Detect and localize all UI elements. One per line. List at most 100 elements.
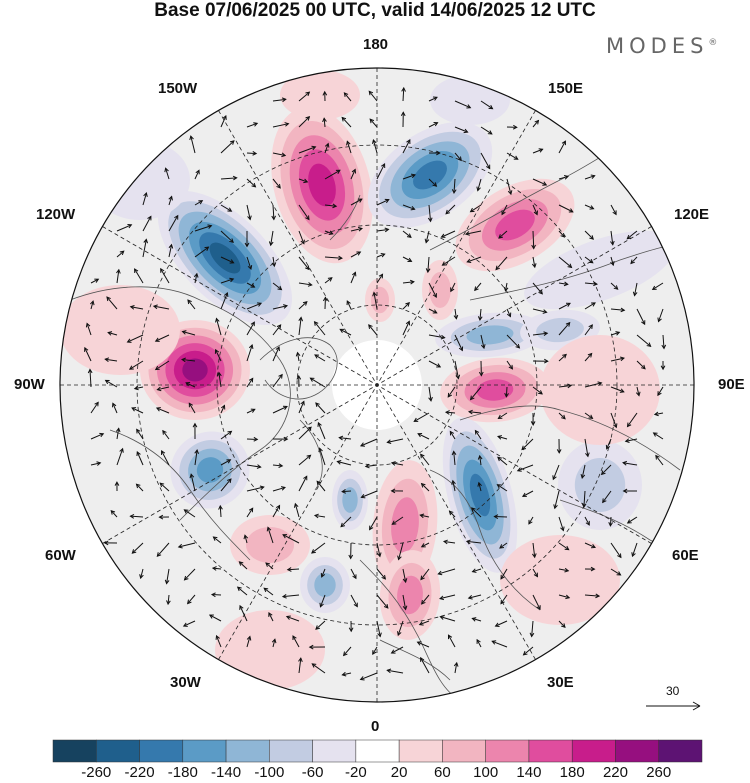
wind-arrow-shaft [220, 204, 232, 212]
wind-arrow [494, 620, 508, 627]
wind-arrow-head [177, 543, 183, 549]
wind-arrow [376, 253, 386, 258]
anomaly-contour [500, 535, 620, 625]
latitude-circle [296, 304, 458, 466]
wind-arrow-shaft [246, 507, 254, 518]
positive-anomaly [60, 285, 180, 375]
wind-arrow-head [154, 365, 160, 371]
wind-arrow-shaft [220, 230, 234, 243]
wind-arrow-head [268, 241, 274, 247]
wind-arrow-head [212, 536, 218, 541]
wind-arrow-shaft [583, 490, 586, 508]
wind-arrow-head [441, 261, 447, 266]
wind-arrow-head [134, 268, 139, 274]
wind-arrow [503, 282, 509, 292]
wind-arrow-shaft [220, 140, 235, 154]
positive-anomaly [372, 460, 438, 590]
wind-arrow-shaft [501, 204, 508, 215]
wind-arrow-shaft [215, 318, 222, 336]
wind-arrow [298, 657, 303, 674]
wind-arrow-shaft [558, 516, 564, 531]
wind-arrow-shaft [298, 282, 312, 286]
wind-arrow-shaft [272, 178, 281, 189]
wind-arrow [610, 568, 622, 576]
wind-arrow-head [183, 575, 189, 581]
wind-arrow-head [477, 454, 483, 460]
wind-arrow-shaft [558, 620, 566, 628]
wind-arrow-shaft [168, 196, 173, 206]
wind-arrow-shaft [294, 503, 300, 518]
wind-arrow [440, 230, 456, 238]
wind-arrow [246, 377, 254, 388]
wind-arrow-shaft [314, 321, 326, 336]
wind-arrow-shaft [298, 658, 302, 674]
wind-arrow [298, 178, 309, 184]
wind-arrow-shaft [523, 646, 534, 656]
wind-arrow-head [528, 519, 533, 525]
wind-arrow-shaft [505, 282, 508, 291]
wind-arrow [652, 432, 664, 440]
wind-arrow [211, 566, 222, 571]
wind-arrow-head [280, 486, 286, 491]
wind-arrow [558, 140, 566, 154]
lon-label-30w: 30W [170, 674, 201, 691]
wind-arrow-head [316, 480, 322, 486]
wind-arrow-head [420, 453, 425, 459]
wind-arrow-shaft [127, 334, 144, 343]
wind-arrow [128, 360, 144, 370]
wind-arrow-head [542, 181, 548, 186]
wind-arrow-shaft [609, 516, 612, 526]
wind-arrow [236, 586, 248, 596]
wind-arrow-shaft [136, 429, 144, 440]
wind-arrow-shaft [443, 540, 456, 544]
wind-arrow [474, 429, 482, 440]
wind-arrow-head [218, 504, 223, 510]
wind-arrow-head [564, 567, 570, 573]
wind-arrow-head [471, 507, 476, 512]
wind-arrow-shaft [625, 438, 638, 442]
wind-arrow-head [198, 200, 204, 205]
wind-arrow [298, 426, 312, 440]
wind-arrow-shaft [268, 612, 274, 622]
wind-arrow [420, 568, 430, 581]
wind-arrow-shaft [168, 215, 179, 232]
wind-arrow-shaft [558, 568, 569, 572]
wind-arrow [626, 412, 638, 428]
colorbar-tick-label: 20 [390, 764, 408, 781]
wind-arrow-shaft [216, 635, 222, 648]
wind-arrow-shaft [472, 617, 482, 622]
wind-arrow-shaft [532, 178, 547, 186]
wind-arrow [318, 447, 326, 466]
wind-arrow [532, 331, 549, 336]
wind-arrow-head [238, 561, 244, 566]
wind-arrow [584, 438, 590, 458]
wind-arrow-shaft [428, 204, 432, 222]
wind-arrow-shaft [376, 568, 386, 580]
wind-arrow-head [351, 168, 357, 174]
wind-arrow-head [295, 351, 301, 357]
wind-arrow [500, 594, 508, 605]
wind-arrow-shaft [480, 152, 491, 169]
wind-arrow-shaft [654, 412, 664, 415]
wind-arrow-shaft [584, 594, 600, 597]
positive-anomaly [280, 70, 360, 120]
wind-arrow-head [410, 205, 416, 211]
wind-arrow [498, 230, 508, 239]
wind-arrow-shaft [402, 302, 410, 310]
wind-arrow [376, 163, 386, 180]
positive-anomaly [365, 278, 395, 322]
lon-label-150e: 150E [548, 80, 584, 97]
wind-arrow-head [104, 357, 110, 363]
wind-arrow [451, 450, 457, 466]
wind-arrow [464, 230, 482, 236]
colorbar-swatch [96, 739, 140, 763]
wind-arrow [471, 617, 482, 622]
wind-arrow [453, 661, 459, 674]
wind-arrow-shaft [528, 516, 534, 525]
wind-arrow-shaft [658, 308, 664, 322]
wind-arrow [168, 195, 173, 206]
wind-arrow-shaft [442, 256, 456, 266]
wind-arrow [246, 436, 259, 442]
wind-arrow [360, 490, 378, 499]
wind-arrow [420, 656, 430, 674]
